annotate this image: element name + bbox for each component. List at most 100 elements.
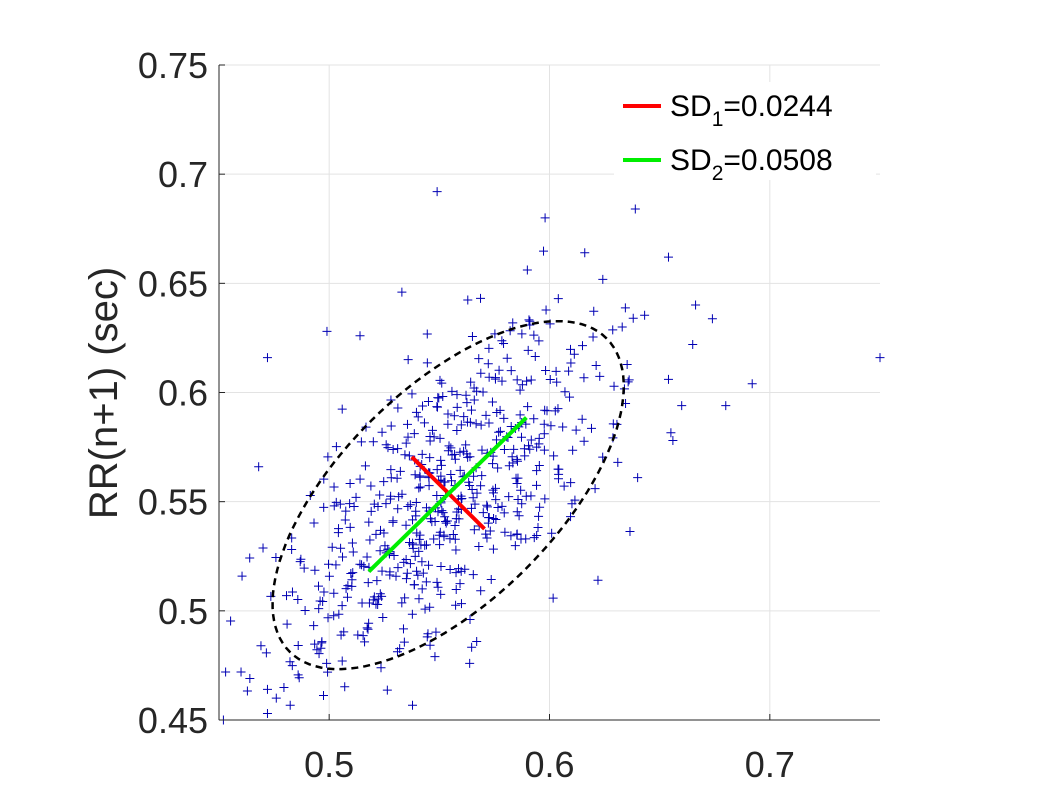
data-point — [262, 684, 272, 694]
data-point — [534, 439, 544, 449]
data-point — [443, 419, 453, 429]
data-point — [442, 516, 452, 526]
data-point — [373, 502, 383, 512]
data-point — [424, 481, 434, 491]
data-point — [499, 413, 509, 423]
data-point — [337, 656, 347, 666]
data-point — [405, 500, 415, 510]
data-point — [577, 341, 587, 351]
data-point — [376, 663, 386, 673]
data-point — [688, 339, 698, 349]
data-point — [353, 630, 363, 640]
data-point — [482, 502, 492, 512]
data-point — [340, 682, 350, 692]
data-point — [425, 431, 435, 441]
data-point — [347, 575, 357, 585]
data-point — [482, 533, 492, 543]
data-point — [523, 345, 533, 355]
data-point — [335, 499, 345, 509]
data-point — [517, 499, 527, 509]
data-point — [552, 377, 562, 387]
data-point — [433, 582, 443, 592]
data-point — [369, 592, 379, 602]
data-point — [329, 588, 339, 598]
data-point — [375, 589, 385, 599]
data-point — [379, 477, 389, 487]
data-point — [489, 513, 499, 523]
data-point — [571, 425, 581, 435]
data-point — [271, 693, 281, 703]
data-point — [345, 499, 355, 509]
data-point — [534, 336, 544, 346]
data-point — [310, 639, 320, 649]
data-point — [559, 481, 569, 491]
data-point — [262, 708, 272, 718]
legend-sd1-subscript: 1 — [712, 108, 724, 131]
data-point — [512, 507, 522, 517]
data-point — [437, 506, 447, 516]
data-point — [624, 375, 634, 385]
data-point — [393, 403, 403, 413]
data-point — [357, 560, 367, 570]
data-point — [415, 530, 425, 540]
data-point — [432, 402, 442, 412]
data-point — [365, 535, 375, 545]
data-point — [393, 563, 403, 573]
data-point — [451, 584, 461, 594]
data-point — [408, 538, 418, 548]
data-point — [633, 473, 643, 483]
data-point — [539, 445, 549, 455]
data-point — [476, 481, 486, 491]
data-point — [474, 354, 484, 364]
legend-sd1-main: SD — [670, 90, 712, 123]
data-point — [309, 621, 319, 631]
data-point — [617, 322, 627, 332]
data-point — [345, 522, 355, 532]
data-point — [417, 584, 427, 594]
data-point — [432, 187, 442, 197]
data-point — [440, 477, 450, 487]
data-point — [467, 642, 477, 652]
data-point — [579, 373, 589, 383]
data-point — [481, 410, 491, 420]
data-point — [663, 252, 673, 262]
data-point — [461, 390, 471, 400]
data-point — [542, 406, 552, 416]
data-point — [547, 528, 557, 538]
data-point — [452, 402, 462, 412]
data-point — [401, 438, 411, 448]
data-point — [408, 543, 418, 553]
data-point — [476, 368, 486, 378]
data-point — [434, 393, 444, 403]
data-point — [476, 293, 486, 303]
data-point — [334, 609, 344, 619]
data-point — [337, 601, 347, 611]
data-point — [466, 405, 476, 415]
data-point — [443, 409, 453, 419]
data-point — [471, 419, 481, 429]
data-point — [403, 432, 413, 442]
data-point — [360, 637, 370, 647]
data-point — [410, 470, 420, 480]
data-point — [524, 315, 534, 325]
data-point — [539, 246, 549, 256]
data-point — [258, 543, 268, 553]
data-point — [324, 559, 334, 569]
data-point — [452, 390, 462, 400]
data-point — [488, 485, 498, 495]
data-point — [460, 564, 470, 574]
data-point — [375, 546, 385, 556]
data-point — [546, 421, 556, 431]
data-point — [386, 491, 396, 501]
data-point — [425, 453, 435, 463]
data-point — [287, 544, 297, 554]
data-point — [540, 494, 550, 504]
data-point — [514, 511, 524, 521]
data-point — [347, 538, 357, 548]
data-point — [677, 401, 687, 411]
data-point — [364, 517, 374, 527]
data-point — [623, 377, 633, 387]
data-point — [516, 485, 526, 495]
y-tick-label: 0.5 — [158, 591, 208, 632]
data-point — [319, 587, 329, 597]
